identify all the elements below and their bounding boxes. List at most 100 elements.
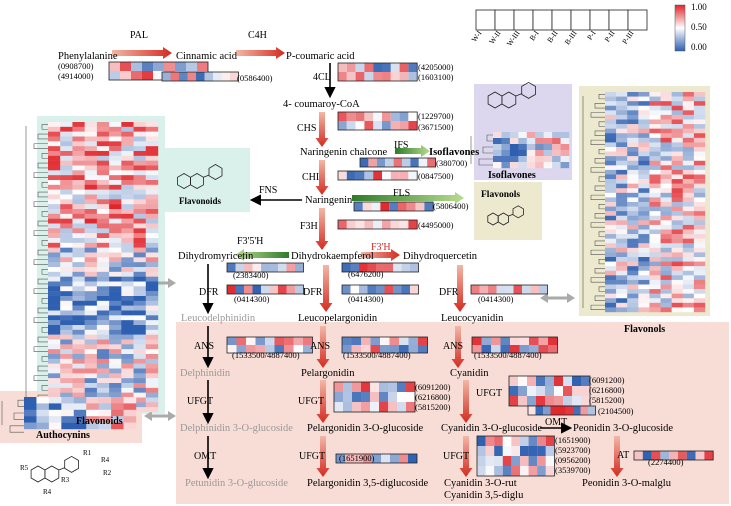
flavonoids-heatmap-cell [48, 315, 61, 321]
flavonols-heatmap [582, 92, 706, 313]
flavonols-heatmap-cell [649, 220, 661, 226]
flavonols-heatmap-cell [627, 110, 639, 116]
flavonoids-heatmap-cell [96, 204, 110, 210]
flavonoids-heatmap-cell [121, 383, 134, 389]
flavonoids-heatmap-cell [96, 300, 110, 306]
flavonoids-heatmap-cell [96, 160, 110, 166]
flavonoids-heatmap-cell [133, 170, 146, 176]
heatmap-ans-left-cell [227, 337, 237, 345]
flavonols-heatmap-cell [671, 293, 683, 299]
label-flavonols-node: Flavonols [481, 190, 520, 200]
heatmap-ufgt-mid2-cell [363, 454, 372, 463]
flavonols-heatmap-cell [671, 92, 683, 97]
flavonols-heatmap-cell [627, 289, 639, 294]
flavonoids-heatmap-cell [109, 271, 122, 277]
heatmap-dfr-right-cell [479, 285, 488, 294]
flavonoids-heatmap-cell [84, 373, 98, 379]
flavonols-heatmap-branch [594, 213, 605, 219]
flavonoids-heatmap-cell [48, 151, 61, 157]
flavonols-heatmap-cell [605, 284, 617, 290]
heatmap-ans-right-cell [491, 345, 501, 353]
flavonoids-heatmap-cell [109, 180, 122, 186]
heatmap-ufgt-right2-cell [545, 466, 555, 476]
flavonoids-heatmap-cell [60, 387, 73, 393]
gene-dfr-left-1: (0414300) [234, 294, 270, 304]
flavonols-heatmap-cell [627, 229, 639, 235]
flavonols-heatmap-cell [671, 229, 683, 235]
flavonoids-heatmap-cell [145, 151, 159, 157]
flavonoids-heatmap-cell [133, 329, 146, 335]
arrow-ifs [395, 145, 430, 157]
gene-ufgt-right-3: (5815200) [589, 395, 625, 405]
anthocyanin-structure-ring [64, 455, 79, 473]
flavonoids-heatmap-cell [60, 247, 73, 253]
flavonoids-heatmap-branch [33, 230, 48, 236]
flavonoids-heatmap-cell [60, 131, 73, 137]
flavonols-heatmap-cell [605, 160, 617, 166]
heatmap-c4h-cell [196, 72, 205, 81]
heatmap-ufgt-right2-cell [528, 456, 538, 466]
flavonols-heatmap-cell [649, 215, 661, 221]
flavonoids-heatmap-cell [145, 146, 159, 152]
flavonols-heatmap-cell [605, 211, 617, 216]
flavonoids-heatmap-cell [84, 392, 98, 398]
flavonols-heatmap-cell [638, 289, 650, 294]
gene-f35h-1: (2383400) [233, 270, 269, 280]
flavonols-heatmap-cell [605, 206, 617, 212]
link-anthocyanins-shaft [151, 414, 169, 418]
heatmap-ans-mid-cell [370, 337, 380, 345]
flavonoids-heatmap-cell [145, 271, 159, 277]
flavonoids-heatmap-cell [72, 184, 85, 190]
flavonols-heatmap-cell [660, 188, 672, 194]
flavonoid-structure [177, 164, 223, 189]
flavonoids-heatmap-cell [121, 155, 134, 161]
gene-id-labels: (0908700) (4914000) (0586400) (4205000) … [58, 61, 684, 475]
flavonoids-heatmap-cell [109, 383, 122, 389]
flavonoids-heatmap-cell [60, 392, 73, 398]
flavonols-heatmap-cell [616, 252, 628, 258]
flavonols-heatmap-cell [649, 224, 661, 230]
enzyme-ans-mid: ANS [310, 341, 330, 352]
flavonols-heatmap-cell [605, 133, 617, 139]
flavonoids-heatmap-cell [60, 223, 73, 229]
flavonols-heatmap-cell [682, 110, 695, 116]
flavonols-heatmap-cell [616, 137, 628, 143]
flavonoids-heatmap-branch [37, 307, 48, 314]
flavonoids-heatmap-cell [121, 271, 134, 277]
label-pelargonidin: Pelargonidin [301, 368, 355, 379]
flavonols-heatmap-cell [660, 206, 672, 212]
flavonols-heatmap-cell [638, 215, 650, 221]
label-pelargonidin-glc: Pelargonidin 3-O-glucoside [307, 423, 424, 434]
heatmap-chs-cell [373, 112, 382, 121]
legend-sample-label: B-II [545, 29, 560, 45]
arrow-chs [315, 112, 329, 147]
flavonoids-heatmap-cell [133, 238, 146, 244]
flavonoids-heatmap-cell [48, 291, 61, 297]
flavonols-heatmap-cell [682, 114, 695, 120]
flavonoids-heatmap-cell [84, 315, 98, 321]
flavonoids-heatmap-branch [41, 153, 48, 159]
flavonoids-heatmap-cell [84, 291, 98, 297]
flavonols-heatmap-cell [605, 289, 617, 294]
heatmap-f3h-cell [399, 220, 409, 229]
flavonoids-heatmap-cell [109, 291, 122, 297]
flavonols-heatmap-cell [660, 266, 672, 271]
anthocyanins-heatmap [1, 397, 137, 433]
flavonols-heatmap-cell [660, 197, 672, 203]
flavonols-heatmap-cell [649, 174, 661, 180]
flavonols-heatmap-cell [682, 96, 695, 102]
flavonoids-heatmap-cell [121, 305, 134, 311]
flavonoids-heatmap-cell [60, 325, 73, 331]
flavonols-heatmap-branch [598, 93, 605, 100]
flavonols-heatmap-cell [693, 289, 706, 294]
heatmap-dfr-mid-cell [384, 285, 393, 294]
heatmap-ufgt-right2-cell [520, 456, 529, 466]
flavonoids-heatmap-cell [72, 194, 85, 200]
anthocyanins-heatmap-branch [13, 412, 24, 420]
heatmap-ufgt-right-cell [545, 386, 554, 396]
flavonols-heatmap-cell [638, 220, 650, 226]
legend-sample-box [513, 9, 534, 31]
flavonoids-heatmap-cell [96, 271, 110, 277]
flavonoids-heatmap-cell [121, 334, 134, 340]
heatmap-pal-cell [120, 62, 131, 71]
